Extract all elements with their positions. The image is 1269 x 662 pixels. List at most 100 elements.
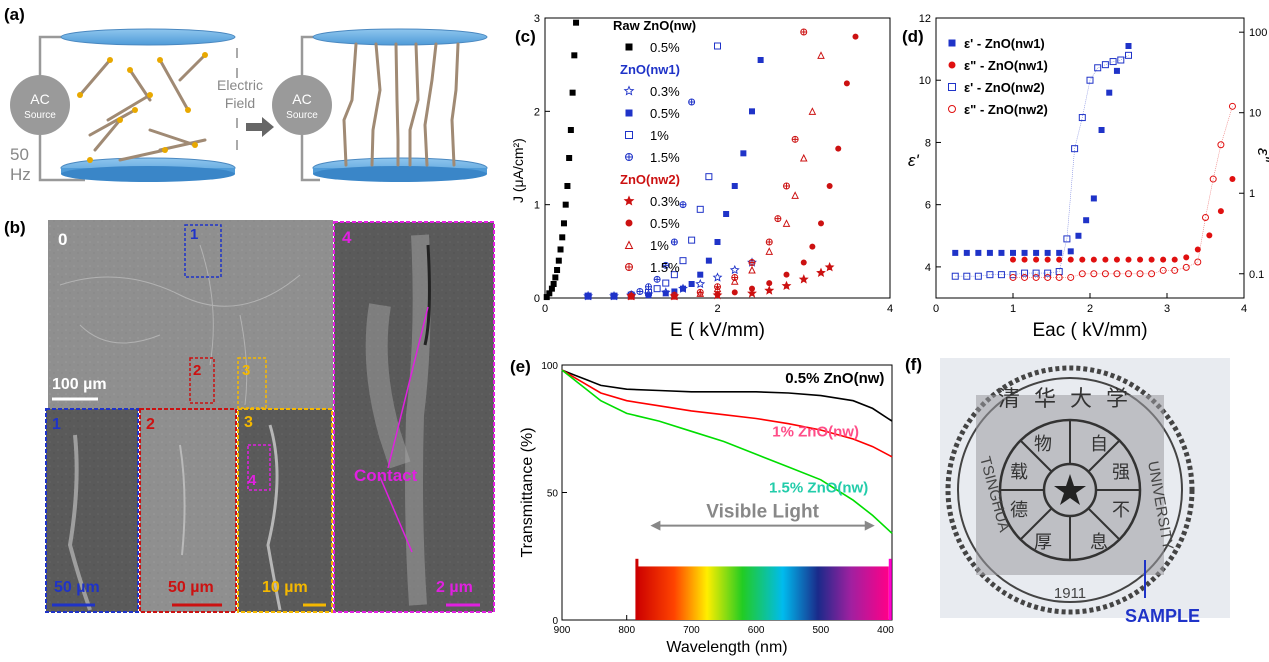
legend-marker: [948, 61, 956, 69]
y-tick-label: 0: [552, 616, 558, 627]
data-point: [731, 273, 739, 281]
inset-scale-2: 50 µm: [168, 579, 214, 596]
data-point-cross: [654, 276, 661, 283]
data-point: [1086, 76, 1094, 84]
data-point: [798, 274, 809, 284]
data-point: [774, 215, 782, 223]
data-point: [1021, 256, 1028, 263]
data-point: [696, 205, 704, 213]
data-point: [791, 191, 799, 199]
data-point: [723, 211, 730, 217]
data-point: [1113, 270, 1121, 278]
data-point: [555, 257, 562, 264]
seal-char-7: 物: [1034, 434, 1052, 455]
data-point: [1044, 269, 1052, 277]
data-point: [1113, 256, 1120, 263]
data-point: [729, 264, 740, 275]
data-point: [1202, 213, 1209, 221]
data-point-cross: [645, 283, 652, 290]
data-point: [1117, 56, 1125, 64]
data-point: [1078, 270, 1086, 278]
legend-marker: [623, 195, 635, 206]
data-point: [1044, 273, 1052, 281]
x-tick-label: 500: [812, 625, 829, 636]
data-point: [564, 183, 571, 189]
y2-tick-label: 0.1: [1249, 269, 1264, 281]
data-point: [1010, 249, 1016, 256]
x-tick-label: 700: [683, 625, 700, 636]
data-point: [1159, 266, 1167, 274]
data-point: [688, 236, 696, 244]
data-point: [951, 272, 959, 280]
data-point: [1044, 249, 1051, 256]
inset-3: [237, 408, 333, 613]
y-tick-label: 3: [534, 13, 540, 25]
x-tick-label: 4: [1241, 303, 1247, 315]
data-point: [712, 272, 723, 282]
data-point: [653, 275, 661, 283]
data-point: [1067, 256, 1074, 263]
data-point-cross: [585, 293, 592, 300]
legend-label: 0.5%: [650, 216, 680, 231]
data-point: [766, 280, 773, 287]
data-point: [783, 182, 790, 190]
panel-c-chart: (c) 0 2 4 0 1 2 3 E ( kV/mm) J (μA/cm²) Raw ZnO(nw…: [510, 13, 893, 340]
legend-title: ZnO(nw1): [620, 62, 680, 77]
seal-char-4: 厚: [1034, 532, 1052, 553]
arrow-left-icon: [650, 520, 661, 531]
data-point-cross: [680, 201, 686, 208]
data-point: [1021, 273, 1029, 281]
seal-char-3: 息: [1090, 532, 1108, 553]
legend-marker: [624, 240, 634, 249]
data-point: [1098, 127, 1105, 133]
data-point: [1056, 256, 1063, 263]
inset-label-3: 3: [244, 414, 253, 431]
region-box-1: [184, 224, 222, 278]
data-point: [560, 220, 567, 227]
legend-title: Raw ZnO(nw): [613, 18, 696, 33]
ac-source-label: AC: [30, 91, 49, 107]
legend-label: ε" - ZnO(nw2): [964, 102, 1048, 117]
y2-tick-label: 10: [1249, 108, 1261, 120]
data-point: [714, 42, 721, 50]
data-point: [1206, 232, 1213, 239]
series-line: [561, 369, 893, 458]
y-axis-label: Transmittance (%): [519, 427, 536, 557]
data-point: [1067, 248, 1074, 255]
data-point: [1171, 266, 1179, 274]
data-point: [1125, 43, 1132, 49]
x-tick-label: 2: [714, 303, 720, 315]
data-point: [748, 259, 756, 267]
seal-char-0: 自: [1090, 434, 1108, 455]
panel-f: (f) 清华大学 自 强 不 息 厚 德 载 物 TSINGHUA UNIVER…: [905, 355, 1230, 626]
y-axis-label-left: ε': [908, 151, 919, 170]
region-number-2: 2: [193, 362, 201, 379]
data-point: [714, 283, 721, 291]
data-point: [1009, 273, 1017, 281]
data-point: [765, 247, 774, 255]
data-point: [697, 271, 704, 278]
sample-label: SAMPLE: [1125, 606, 1200, 626]
data-point: [1032, 273, 1040, 281]
data-point: [713, 284, 722, 293]
legend-marker: [625, 109, 633, 117]
seal-char-6: 载: [1010, 462, 1028, 483]
data-point: [645, 283, 652, 291]
data-point: [852, 33, 859, 40]
star-icon: [1054, 474, 1086, 505]
legend-marker-cross: [625, 153, 633, 161]
inset-label-1: 1: [52, 416, 61, 433]
data-point: [1056, 249, 1063, 256]
data-point: [1125, 270, 1132, 278]
data-point: [731, 183, 738, 189]
panel-a: (a) AC So: [4, 5, 488, 184]
data-point: [1106, 89, 1113, 96]
series-line: [955, 55, 1129, 277]
data-point: [835, 145, 842, 152]
legend-label: 0.3%: [650, 84, 680, 99]
panel-label-f: (f): [905, 355, 922, 374]
data-point-cross: [731, 274, 738, 281]
y-tick-label: 8: [925, 137, 931, 149]
data-point: [636, 287, 644, 295]
data-point: [1055, 273, 1063, 281]
